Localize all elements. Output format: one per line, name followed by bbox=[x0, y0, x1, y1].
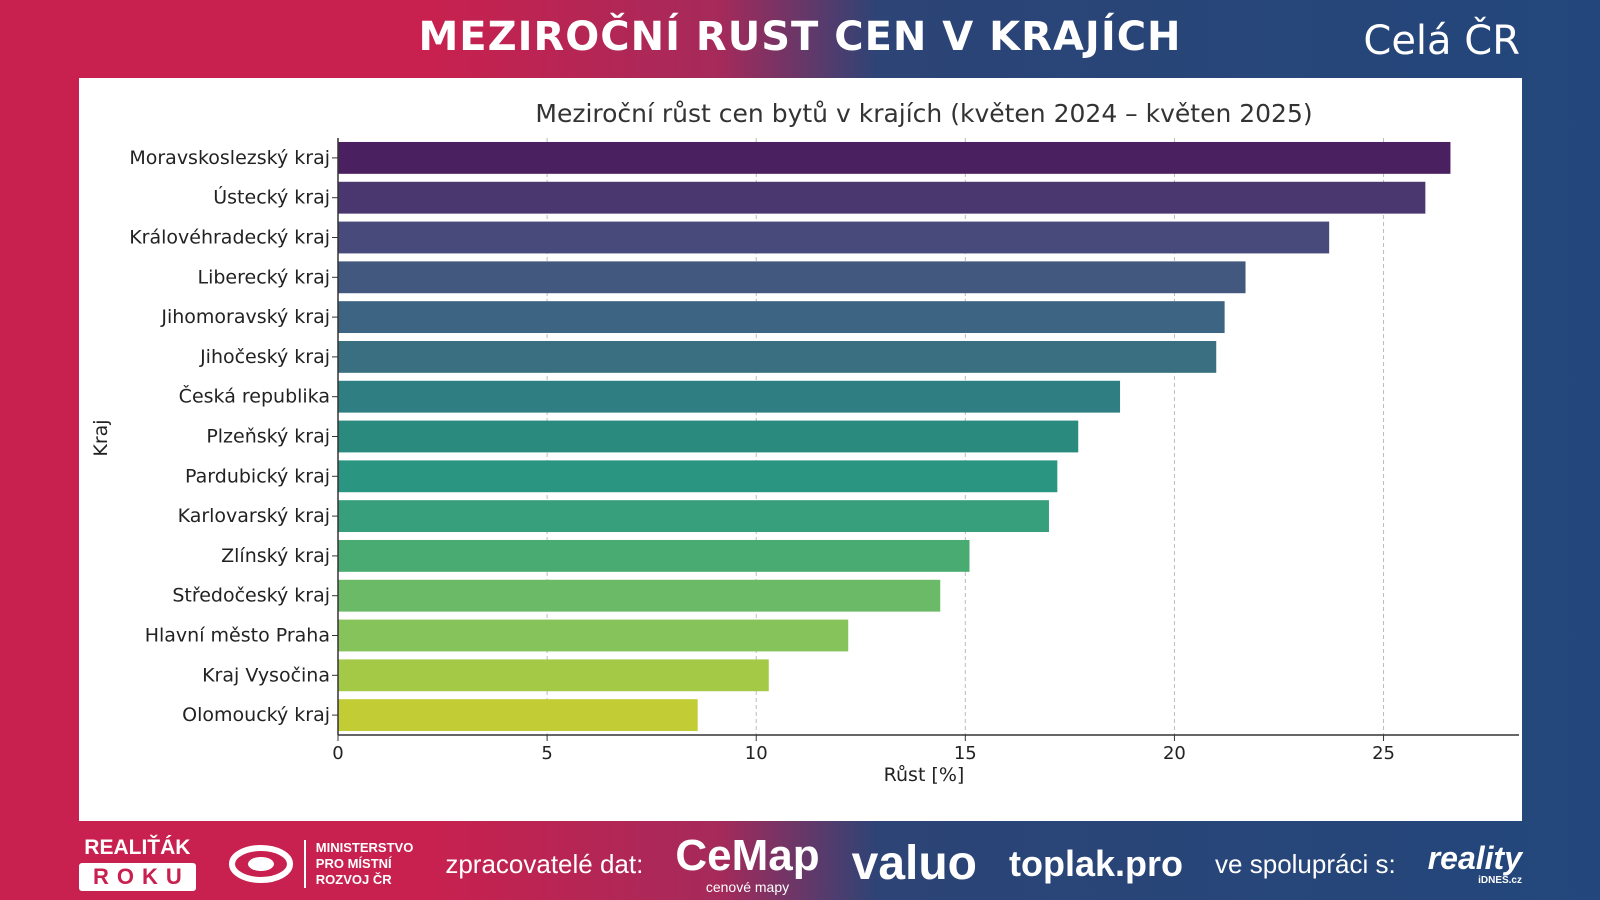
bar-kraj-vysočina bbox=[338, 659, 769, 692]
processors-label: zpracovatelé dat: bbox=[445, 849, 644, 879]
bar-pardubický-kraj bbox=[338, 460, 1058, 493]
bar-ústecký-kraj bbox=[338, 181, 1426, 214]
footer: REALIŤÁK ROKU MINISTERSTVO PRO MÍSTNÍ RO… bbox=[79, 830, 1522, 898]
cemap-logo: CeMap bbox=[675, 831, 820, 880]
toplak-logo: toplak.pro bbox=[1009, 843, 1184, 884]
x-tick-label: 20 bbox=[1163, 743, 1186, 764]
page-title: MEZIROČNÍ RUST CEN V KRAJÍCH bbox=[418, 14, 1182, 60]
ministry-line: PRO MÍSTNÍ bbox=[315, 856, 392, 871]
roku-logo-text: ROKU bbox=[79, 863, 196, 891]
realitak-logo-text: REALIŤÁK bbox=[84, 836, 191, 859]
chart-title: Meziroční růst cen bytů v krajích (květe… bbox=[535, 99, 1312, 128]
bar-královéhradecký-kraj bbox=[338, 221, 1330, 254]
y-tick-label: Liberecký kraj bbox=[198, 266, 331, 288]
y-tick-label: Pardubický kraj bbox=[185, 465, 330, 487]
y-tick-label: Středočeský kraj bbox=[172, 585, 330, 607]
region-label: Celá ČR bbox=[1363, 18, 1520, 64]
x-tick-label: 10 bbox=[745, 743, 768, 764]
bar-zlínský-kraj bbox=[338, 539, 970, 572]
bar-jihomoravský-kraj bbox=[338, 301, 1225, 334]
bar-středočeský-kraj bbox=[338, 579, 941, 612]
x-tick-label: 15 bbox=[954, 743, 977, 764]
bar-karlovarský-kraj bbox=[338, 500, 1049, 533]
ministry-logo: MINISTERSTVO PRO MÍSTNÍ ROZVOJ ČR bbox=[228, 840, 414, 888]
y-tick-label: Olomoucký kraj bbox=[182, 704, 330, 726]
y-tick-label: Česká republika bbox=[179, 384, 330, 408]
y-tick-label: Ústecký kraj bbox=[213, 185, 330, 209]
x-tick-label: 5 bbox=[541, 743, 552, 764]
ministry-name: MINISTERSTVO PRO MÍSTNÍ ROZVOJ ČR bbox=[303, 840, 414, 888]
bar-plzeňský-kraj bbox=[338, 420, 1079, 453]
ministry-emblem-icon bbox=[228, 845, 293, 883]
chart-panel: Meziroční růst cen bytů v krajích (květe… bbox=[79, 78, 1522, 821]
y-tick-label: Královéhradecký kraj bbox=[129, 227, 330, 249]
y-tick-label: Plzeňský kraj bbox=[206, 426, 330, 448]
y-tick-label: Karlovarský kraj bbox=[178, 505, 330, 527]
x-axis-label: Růst [%] bbox=[884, 764, 965, 786]
bar-jihočeský-kraj bbox=[338, 340, 1217, 373]
cemap-logo-group: CeMap cenové mapy bbox=[675, 831, 820, 895]
bar-olomoucký-kraj bbox=[338, 699, 698, 732]
bar-česká-republika bbox=[338, 380, 1121, 413]
bar-chart: Meziroční růst cen bytů v krajích (květe… bbox=[90, 99, 1519, 786]
ministry-line: MINISTERSTVO bbox=[315, 840, 414, 855]
cemap-subtitle: cenové mapy bbox=[705, 879, 790, 895]
y-tick-label: Moravskoslezský kraj bbox=[129, 147, 330, 169]
y-tick-label: Kraj Vysočina bbox=[202, 664, 330, 686]
reality-idnes-logo: reality bbox=[1427, 840, 1522, 876]
idnes-logo-text: iDNES.cz bbox=[1478, 875, 1522, 886]
x-tick-label: 25 bbox=[1372, 743, 1395, 764]
realitak-roku-logo: REALIŤÁK ROKU bbox=[79, 837, 196, 891]
y-tick-label: Zlínský kraj bbox=[221, 545, 330, 567]
y-tick-label: Hlavní město Praha bbox=[145, 625, 330, 647]
reality-idnes-logo-group: reality iDNES.cz bbox=[1428, 842, 1522, 886]
y-tick-label: Jihočeský kraj bbox=[199, 346, 330, 368]
bar-moravskoslezský-kraj bbox=[338, 141, 1451, 174]
ministry-line: ROZVOJ ČR bbox=[315, 872, 392, 887]
x-tick-label: 0 bbox=[332, 743, 343, 764]
y-tick-label: Jihomoravský kraj bbox=[160, 306, 330, 328]
valuo-logo: valuo bbox=[851, 837, 977, 890]
cooperation-label: ve spolupráci s: bbox=[1215, 849, 1396, 879]
bar-hlavní-město-praha bbox=[338, 619, 849, 652]
y-axis-label: Kraj bbox=[90, 419, 112, 456]
bar-liberecký-kraj bbox=[338, 261, 1246, 294]
